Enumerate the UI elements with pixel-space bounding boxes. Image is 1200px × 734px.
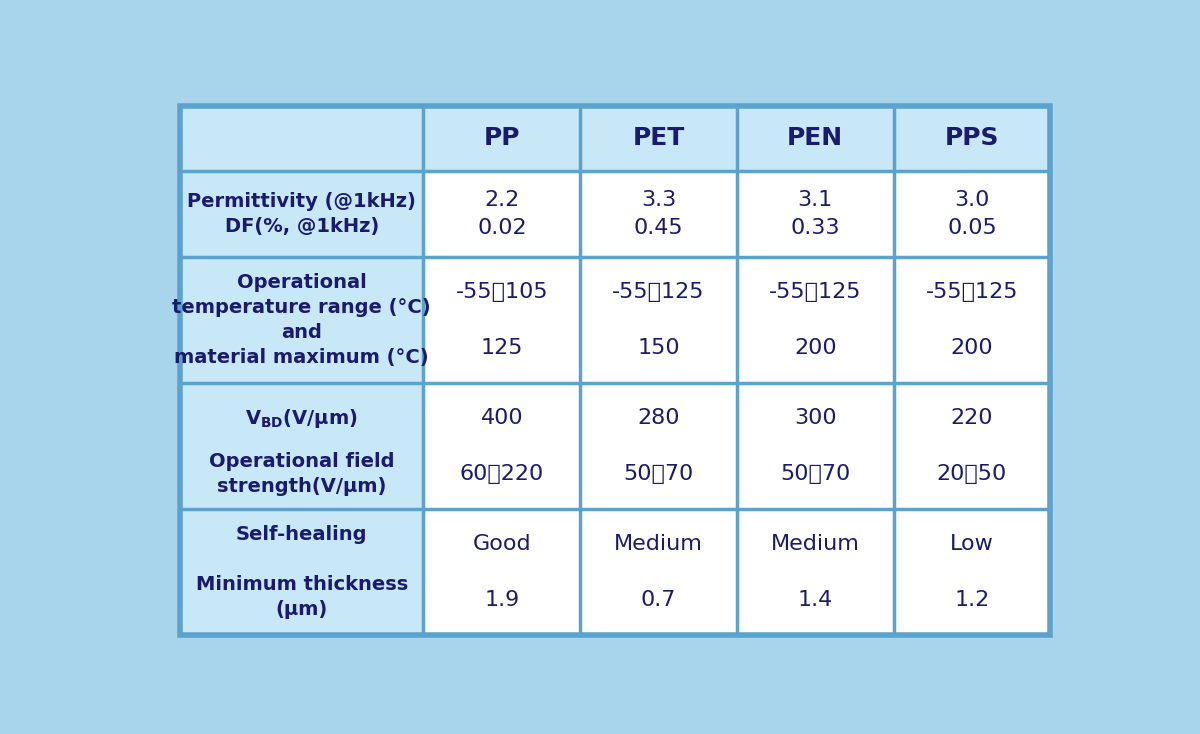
Bar — [894, 170, 1050, 258]
Text: Low

1.2: Low 1.2 — [950, 534, 994, 610]
Bar — [737, 258, 894, 383]
Bar — [180, 106, 1050, 170]
Text: 3.0
0.05: 3.0 0.05 — [947, 190, 997, 238]
Bar — [580, 170, 737, 258]
Text: 3.1
0.33: 3.1 0.33 — [791, 190, 840, 238]
Text: -55～125

200: -55～125 200 — [769, 283, 862, 358]
Bar — [894, 258, 1050, 383]
Bar — [424, 258, 580, 383]
Text: 3.3
0.45: 3.3 0.45 — [634, 190, 683, 238]
Bar — [424, 170, 580, 258]
Bar — [737, 509, 894, 635]
Bar — [180, 258, 424, 383]
Text: 220

20～50: 220 20～50 — [937, 408, 1007, 484]
Text: Medium

0.7: Medium 0.7 — [614, 534, 703, 610]
Bar — [180, 509, 424, 635]
Text: 280

50～70: 280 50～70 — [623, 408, 694, 484]
Bar — [180, 383, 424, 509]
Bar — [737, 383, 894, 509]
Bar — [894, 509, 1050, 635]
Text: Operational
temperature range (°C)
and
material maximum (°C): Operational temperature range (°C) and m… — [173, 273, 431, 367]
Bar — [737, 170, 894, 258]
Text: PEN: PEN — [787, 126, 844, 150]
Bar — [424, 383, 580, 509]
Text: Self-healing

Minimum thickness
(μm): Self-healing Minimum thickness (μm) — [196, 526, 408, 619]
Bar — [580, 383, 737, 509]
Text: Good

1.9: Good 1.9 — [473, 534, 532, 610]
Text: -55～125

200: -55～125 200 — [925, 283, 1018, 358]
Text: Permittivity (@1kHz)
DF(%, @1kHz): Permittivity (@1kHz) DF(%, @1kHz) — [187, 192, 416, 236]
Bar — [894, 383, 1050, 509]
Bar — [180, 170, 424, 258]
Text: Operational field
strength(V/μm): Operational field strength(V/μm) — [209, 452, 395, 495]
Text: PET: PET — [632, 126, 685, 150]
Text: -55～125

150: -55～125 150 — [612, 283, 704, 358]
Text: 300

50～70: 300 50～70 — [780, 408, 851, 484]
Text: 2.2
0.02: 2.2 0.02 — [478, 190, 527, 238]
Text: $\mathbf{V_{BD}}$$\mathbf{(V/\mu m)}$: $\mathbf{V_{BD}}$$\mathbf{(V/\mu m)}$ — [245, 407, 358, 430]
Text: -55～105

125: -55～105 125 — [456, 283, 548, 358]
Bar — [424, 509, 580, 635]
Text: PPS: PPS — [944, 126, 1000, 150]
Bar — [580, 258, 737, 383]
Text: Medium

1.4: Medium 1.4 — [770, 534, 859, 610]
Text: 400

60～220: 400 60～220 — [460, 408, 544, 484]
Bar — [580, 509, 737, 635]
Text: PP: PP — [484, 126, 520, 150]
